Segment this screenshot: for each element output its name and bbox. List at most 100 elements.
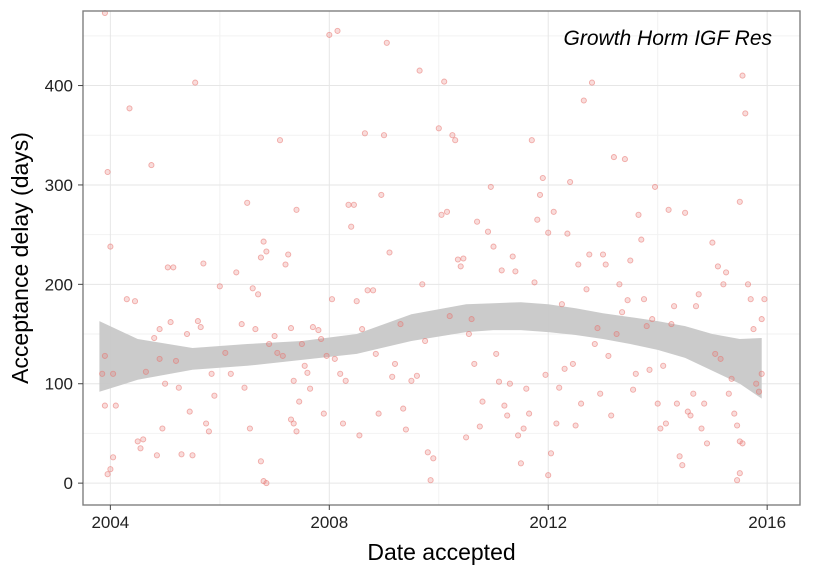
data-point (567, 178, 574, 186)
data-point (389, 373, 396, 380)
data-point (164, 264, 171, 271)
data-point (175, 384, 182, 391)
panel-label: Growth Horm IGF Res (564, 27, 773, 50)
data-point (476, 423, 483, 430)
data-point (520, 425, 527, 432)
data-point (331, 355, 338, 362)
data-point (712, 350, 719, 357)
data-point (222, 349, 229, 356)
data-point (402, 426, 409, 433)
data-point (296, 398, 303, 405)
y-tick-label: 200 (45, 275, 73, 294)
data-point (676, 453, 683, 460)
data-point (561, 365, 568, 372)
data-point (435, 125, 442, 132)
data-point (386, 249, 393, 256)
data-point (257, 458, 264, 465)
data-point (599, 251, 607, 258)
data-point (216, 283, 223, 290)
data-point (588, 79, 596, 86)
data-point (200, 260, 207, 267)
data-point (101, 352, 108, 359)
data-point (742, 110, 749, 117)
data-point (701, 400, 708, 407)
data-point (640, 296, 648, 303)
data-point (703, 440, 711, 447)
data-point (484, 228, 492, 235)
data-point (747, 296, 754, 303)
data-point (307, 385, 314, 392)
confidence-band-layer (99, 302, 762, 399)
data-point (134, 438, 141, 445)
data-point (99, 370, 106, 377)
x-axis-ticks: 2004 2008 2012 2016 (91, 505, 786, 532)
data-point (662, 420, 669, 427)
data-point (192, 79, 199, 86)
data-point (731, 410, 738, 417)
data-point (679, 462, 686, 469)
data-point (183, 330, 191, 338)
major-gridlines (83, 11, 800, 505)
data-point (736, 470, 743, 477)
data-point (430, 455, 437, 462)
plot-background (83, 11, 800, 505)
data-point (151, 334, 158, 342)
data-point (238, 321, 245, 328)
data-point (260, 238, 267, 245)
data-point (739, 72, 746, 79)
data-point (526, 410, 533, 417)
data-point (651, 183, 659, 190)
data-point (104, 471, 111, 478)
data-point (515, 432, 522, 439)
data-point (671, 303, 678, 310)
data-point (761, 296, 768, 303)
data-point (364, 287, 371, 294)
data-point (167, 319, 174, 326)
data-points (99, 9, 768, 487)
data-point (509, 253, 516, 260)
data-point (649, 316, 656, 323)
data-point (370, 287, 377, 294)
data-point (619, 309, 626, 316)
data-point (159, 425, 166, 432)
data-point (356, 432, 363, 439)
data-point (638, 236, 645, 243)
data-point (172, 357, 180, 364)
data-point (725, 390, 732, 397)
data-point (498, 267, 505, 274)
data-point (547, 450, 555, 457)
data-point (471, 360, 478, 367)
data-point (517, 460, 524, 467)
data-point (112, 402, 119, 409)
data-point (736, 198, 743, 205)
data-point (203, 420, 210, 427)
data-point (416, 67, 423, 74)
data-point (156, 355, 163, 362)
data-point (479, 398, 486, 405)
data-point (753, 380, 760, 387)
confidence-band (99, 302, 762, 399)
data-point (323, 352, 330, 359)
data-point (153, 452, 160, 459)
data-point (334, 27, 341, 34)
data-point (682, 209, 689, 216)
y-axis-title: Acceptance delay (days) (7, 132, 33, 384)
data-point (197, 324, 204, 331)
data-point (692, 303, 700, 310)
data-point (449, 132, 456, 139)
data-point (558, 301, 565, 308)
data-point (452, 137, 459, 144)
data-point (110, 454, 117, 461)
data-point (208, 370, 215, 377)
data-point (252, 326, 259, 333)
data-point (668, 321, 675, 328)
data-point (572, 422, 579, 429)
data-point (142, 368, 149, 375)
x-axis-title: Date accepted (367, 539, 515, 565)
data-point (353, 298, 360, 305)
data-point (621, 156, 628, 163)
data-point (536, 191, 544, 198)
data-point (446, 313, 453, 320)
data-point (274, 349, 281, 356)
